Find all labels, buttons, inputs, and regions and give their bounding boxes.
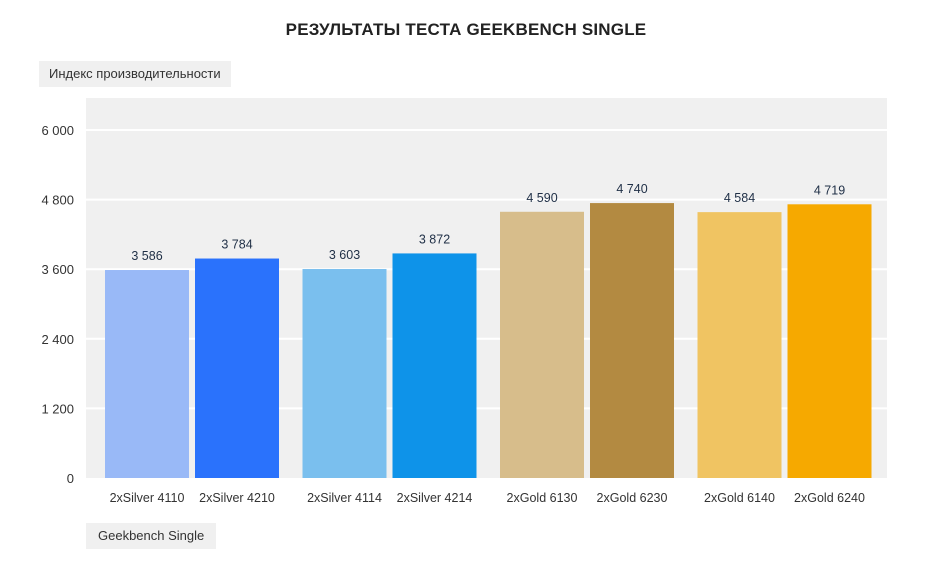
x-tick-label: 2xSilver 4110 <box>110 491 185 505</box>
bar <box>697 212 782 479</box>
bar <box>195 258 279 478</box>
bar <box>302 269 387 478</box>
y-tick-label: 4 800 <box>41 193 74 208</box>
y-tick-label: 0 <box>67 471 74 486</box>
data-label: 4 590 <box>526 191 557 205</box>
bar <box>590 203 674 478</box>
bar <box>105 270 189 478</box>
chart-title: РЕЗУЛЬТАТЫ ТЕСТА GEEKBENCH SINGLE <box>285 20 647 39</box>
x-tick-label: 2xGold 6140 <box>704 491 775 505</box>
x-tick-label: 2xGold 6130 <box>507 491 578 505</box>
y-tick-label: 2 400 <box>41 332 74 347</box>
data-label: 4 740 <box>616 182 647 196</box>
y-tick-label: 3 600 <box>41 262 74 277</box>
data-label: 3 603 <box>329 248 360 262</box>
x-tick-label: 2xGold 6230 <box>597 491 668 505</box>
data-label: 3 586 <box>131 249 162 263</box>
x-tick-label: 2xGold 6240 <box>794 491 865 505</box>
bar <box>787 204 872 478</box>
bar <box>392 253 477 478</box>
x-tick-label: 2xSilver 4214 <box>397 491 473 505</box>
data-label: 3 784 <box>221 238 252 252</box>
y-axis-label: Индекс производительности <box>39 61 231 87</box>
x-axis-label: Geekbench Single <box>86 523 217 549</box>
x-tick-label: 2xSilver 4114 <box>307 491 382 505</box>
data-label: 4 584 <box>724 191 755 205</box>
data-label: 4 719 <box>814 183 845 197</box>
data-label: 3 872 <box>419 232 450 246</box>
y-tick-label: 6 000 <box>41 123 74 138</box>
bar <box>500 211 584 478</box>
x-tick-label: 2xSilver 4210 <box>199 491 275 505</box>
y-tick-label: 1 200 <box>41 401 74 416</box>
